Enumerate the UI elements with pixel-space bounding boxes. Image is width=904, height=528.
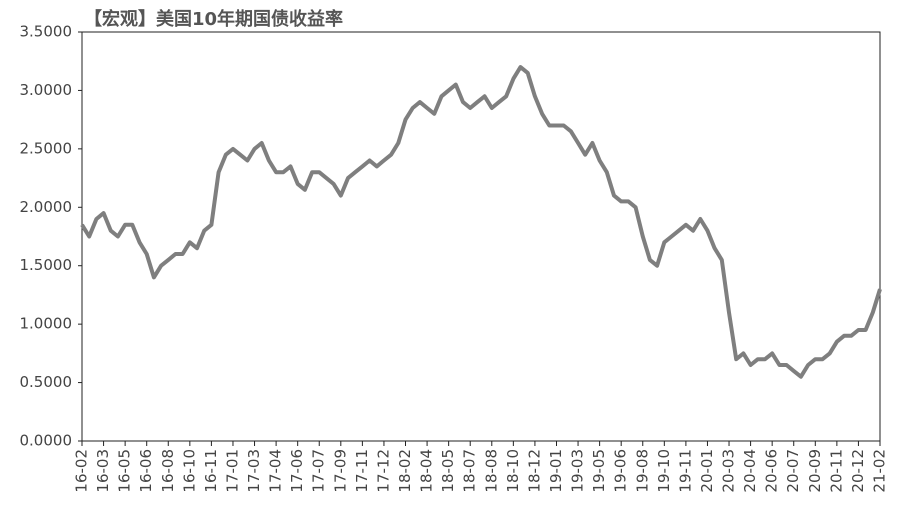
x-tick-label: 16-06 — [137, 449, 155, 493]
x-tick-label: 20-01 — [698, 449, 716, 493]
x-tick-label: 19-05 — [590, 449, 608, 493]
x-tick-label: 20-06 — [763, 449, 781, 493]
y-tick-label: 2.5000 — [20, 139, 73, 157]
y-tick-label: 1.0000 — [20, 315, 73, 333]
x-tick-label: 19-06 — [612, 449, 630, 493]
x-tick-label: 18-02 — [396, 449, 414, 493]
x-tick-label: 18-08 — [482, 449, 500, 493]
y-tick-label: 3.0000 — [20, 81, 73, 99]
x-tick-label: 16-11 — [202, 449, 220, 493]
x-tick-label: 20-07 — [784, 449, 802, 493]
x-tick-label: 17-09 — [331, 449, 349, 493]
plot-frame — [81, 31, 881, 442]
x-tick-label: 16-05 — [116, 449, 134, 493]
y-tick-label: 0.5000 — [20, 373, 73, 391]
y-tick-label: 0.0000 — [20, 432, 73, 450]
x-tick-label: 17-06 — [288, 449, 306, 493]
x-tick-label: 19-10 — [655, 449, 673, 493]
x-tick-label: 16-03 — [94, 449, 112, 493]
x-tick-label: 17-04 — [267, 449, 285, 493]
x-tick-label: 17-12 — [374, 449, 392, 493]
x-tick-label: 17-07 — [310, 449, 328, 493]
x-tick-label: 16-10 — [180, 449, 198, 493]
x-tick-label: 19-03 — [569, 449, 587, 493]
x-tick-label: 17-01 — [223, 449, 241, 493]
line-series — [80, 65, 882, 379]
x-tick-label: 18-04 — [418, 449, 436, 493]
chart-title: 【宏观】美国10年期国债收益率 — [84, 8, 343, 30]
x-tick-label: 21-02 — [871, 449, 889, 493]
x-tick-label: 20-12 — [849, 449, 867, 493]
x-tick-label: 20-11 — [827, 449, 845, 493]
y-tick-label: 1.5000 — [20, 256, 73, 274]
x-tick-label: 19-08 — [633, 449, 651, 493]
y-tick-label: 3.5000 — [20, 23, 73, 41]
x-tick-label: 20-03 — [720, 449, 738, 493]
x-tick-label: 18-07 — [461, 449, 479, 493]
x-tick-label: 18-05 — [439, 449, 457, 493]
x-tick-label: 18-10 — [504, 449, 522, 493]
y-tick-label: 2.0000 — [20, 198, 73, 216]
x-tick-label: 19-01 — [547, 449, 565, 493]
x-tick-label: 19-11 — [676, 449, 694, 493]
x-tick-label: 20-09 — [806, 449, 824, 493]
x-tick-label: 17-03 — [245, 449, 263, 493]
x-tick-label: 20-04 — [741, 449, 759, 493]
x-tick-label: 17-11 — [353, 449, 371, 493]
x-tick-label: 16-08 — [159, 449, 177, 493]
x-tick-label: 18-12 — [525, 449, 543, 493]
x-tick-label: 16-02 — [73, 449, 91, 493]
